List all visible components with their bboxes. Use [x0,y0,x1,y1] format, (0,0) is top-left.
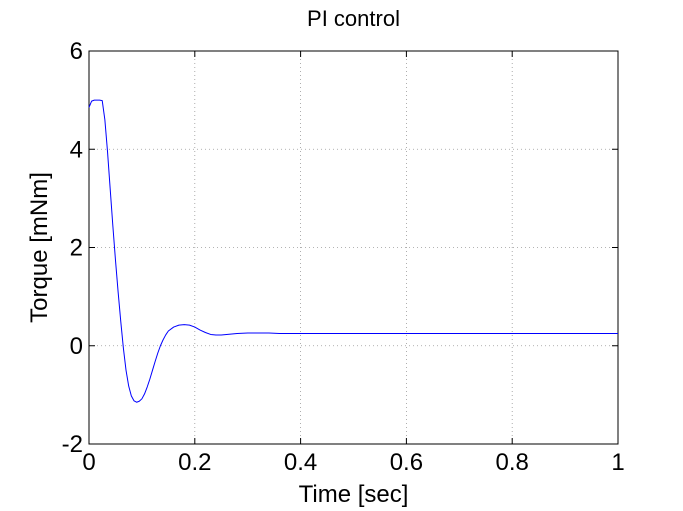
x-tick-label: 0.6 [390,449,423,476]
x-tick-label: 0 [82,449,95,476]
series-layer [88,99,618,403]
x-tick-label: 0.4 [284,449,317,476]
x-axis-label: Time [sec] [299,481,409,508]
y-tick-label: 4 [70,136,83,163]
y-tick-label: 2 [70,235,83,262]
x-tick-label: 0.2 [178,449,211,476]
grid [89,51,618,444]
x-tick-label: 0.8 [496,449,529,476]
x-tick-label: 1 [611,449,624,476]
series-line-0 [88,99,618,403]
y-axis-label: Torque [mNm] [26,172,53,323]
chart-title: PI control [307,6,400,31]
y-tick-label: 6 [70,38,83,65]
y-tick-label: 0 [70,333,83,360]
y-tick-label: -2 [62,431,83,458]
